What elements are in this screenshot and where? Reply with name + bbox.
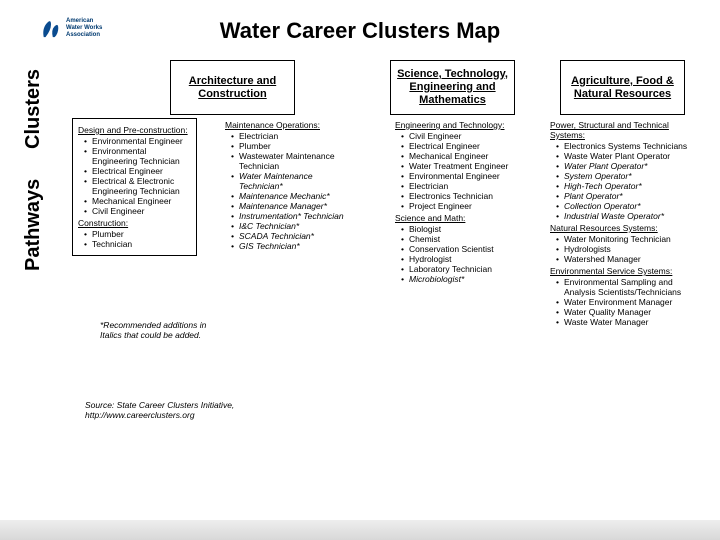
item-list: Water Monitoring TechnicianHydrologistsW…: [550, 234, 700, 264]
item-list: ElectricianPlumberWastewater Maintenance…: [225, 131, 355, 251]
list-item: Plumber: [231, 141, 355, 151]
side-label-clusters: Clusters: [22, 64, 45, 154]
column-maintenance-operations: Maintenance Operations:ElectricianPlumbe…: [225, 118, 355, 253]
list-item: I&C Technician*: [231, 221, 355, 231]
list-item: Plant Operator*: [556, 191, 700, 201]
list-item: Electrical Engineer: [84, 166, 191, 176]
list-item: Electronics Technician: [401, 191, 525, 201]
item-list: Civil EngineerElectrical EngineerMechani…: [395, 131, 525, 211]
list-item: Environmental Engineer: [84, 136, 191, 146]
list-item: Electrician: [401, 181, 525, 191]
list-item: Environmental Engineer: [401, 171, 525, 181]
item-list: Electronics Systems TechniciansWaste Wat…: [550, 141, 700, 221]
list-item: Water Environment Manager: [556, 297, 700, 307]
list-item: Plumber: [84, 229, 191, 239]
list-item: Maintenance Manager*: [231, 201, 355, 211]
list-item: GIS Technician*: [231, 241, 355, 251]
list-item: Instrumentation* Technician: [231, 211, 355, 221]
page-title: Water Career Clusters Map: [0, 18, 720, 44]
item-list: Environmental Sampling and Analysis Scie…: [550, 277, 700, 327]
cluster-header-agriculture: Agriculture, Food & Natural Resources: [560, 60, 685, 115]
list-item: Chemist: [401, 234, 525, 244]
list-item: Laboratory Technician: [401, 264, 525, 274]
list-item: Civil Engineer: [84, 206, 191, 216]
section-title: Engineering and Technology:: [395, 120, 525, 130]
list-item: Biologist: [401, 224, 525, 234]
list-item: SCADA Technician*: [231, 231, 355, 241]
section-title: Design and Pre-construction:: [78, 125, 191, 135]
list-item: Technician: [84, 239, 191, 249]
list-item: Wastewater Maintenance Technician: [231, 151, 355, 171]
list-item: Electrical Engineer: [401, 141, 525, 151]
list-item: Waste Water Plant Operator: [556, 151, 700, 161]
list-item: Electrical & Electronic Engineering Tech…: [84, 176, 191, 196]
list-item: Water Monitoring Technician: [556, 234, 700, 244]
item-list: PlumberTechnician: [78, 229, 191, 249]
column-design-preconstruction: Design and Pre-construction:Environmenta…: [72, 118, 197, 256]
list-item: Environmental Sampling and Analysis Scie…: [556, 277, 700, 297]
list-item: Water Treatment Engineer: [401, 161, 525, 171]
list-item: Mechanical Engineer: [401, 151, 525, 161]
list-item: Water Plant Operator*: [556, 161, 700, 171]
list-item: Civil Engineer: [401, 131, 525, 141]
section-title: Science and Math:: [395, 213, 525, 223]
list-item: Electrician: [231, 131, 355, 141]
list-item: Industrial Waste Operator*: [556, 211, 700, 221]
list-item: Maintenance Mechanic*: [231, 191, 355, 201]
list-item: Electronics Systems Technicians: [556, 141, 700, 151]
item-list: Environmental EngineerEnvironmental Engi…: [78, 136, 191, 216]
list-item: High-Tech Operator*: [556, 181, 700, 191]
list-item: Waste Water Manager: [556, 317, 700, 327]
section-title: Power, Structural and Technical Systems:: [550, 120, 700, 140]
cluster-header-science: Science, Technology, Engineering and Mat…: [390, 60, 515, 115]
list-item: Mechanical Engineer: [84, 196, 191, 206]
list-item: Collection Operator*: [556, 201, 700, 211]
list-item: Environmental Engineering Technician: [84, 146, 191, 166]
side-label-pathways: Pathways: [22, 170, 45, 280]
section-title: Natural Resources Systems:: [550, 223, 700, 233]
list-item: Project Engineer: [401, 201, 525, 211]
list-item: Conservation Scientist: [401, 244, 525, 254]
list-item: Watershed Manager: [556, 254, 700, 264]
list-item: Hydrologists: [556, 244, 700, 254]
list-item: Hydrologist: [401, 254, 525, 264]
italics-note: *Recommended additions in Italics that c…: [100, 320, 230, 340]
cluster-header-architecture: Architecture and Construction: [170, 60, 295, 115]
section-title: Environmental Service Systems:: [550, 266, 700, 276]
list-item: System Operator*: [556, 171, 700, 181]
column-engineering-science: Engineering and Technology:Civil Enginee…: [395, 118, 525, 286]
item-list: BiologistChemistConservation ScientistHy…: [395, 224, 525, 284]
section-title: Maintenance Operations:: [225, 120, 355, 130]
list-item: Water Maintenance Technician*: [231, 171, 355, 191]
source-citation: Source: State Career Clusters Initiative…: [85, 400, 305, 420]
section-title: Construction:: [78, 218, 191, 228]
footer-band: [0, 520, 720, 540]
list-item: Water Quality Manager: [556, 307, 700, 317]
column-power-natural-environmental: Power, Structural and Technical Systems:…: [550, 118, 700, 329]
list-item: Microbiologist*: [401, 274, 525, 284]
